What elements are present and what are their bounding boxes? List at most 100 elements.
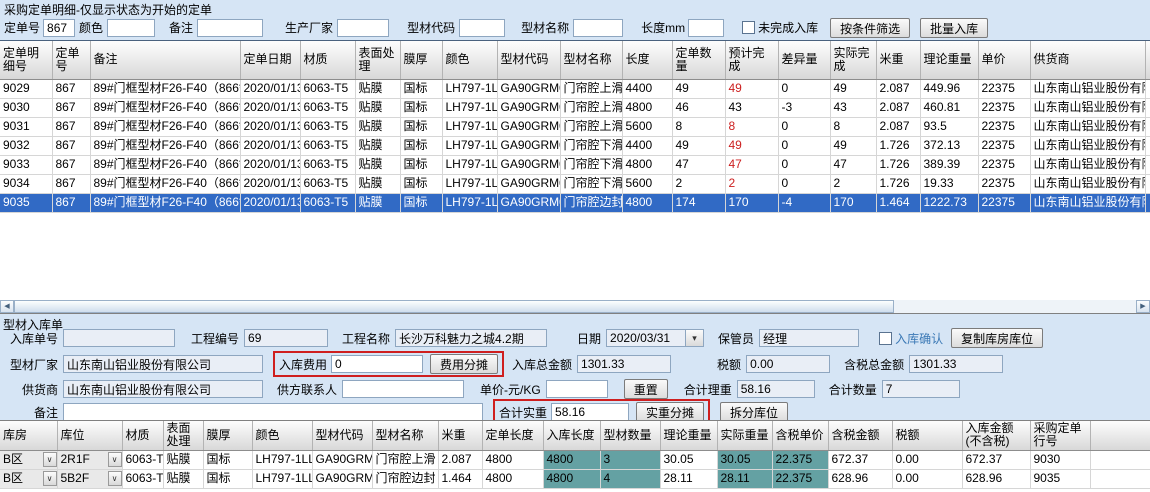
table-cell[interactable]: 460.81 (920, 98, 979, 118)
table-cell[interactable]: 4800 (482, 469, 544, 489)
table-cell[interactable]: 0 (778, 136, 831, 156)
table-cell[interactable]: 门帘腔边封 (560, 193, 623, 213)
column-header[interactable]: 理论重量 (920, 41, 979, 80)
table-cell[interactable]: 贴膜 (355, 98, 401, 118)
unit-price-field[interactable] (545, 380, 608, 398)
column-header[interactable]: 型材名称 (372, 421, 439, 451)
table-row[interactable]: 902986789#门框型材F26-F40（866*867）2020/01/13… (0, 79, 1150, 99)
table-cell[interactable]: 28.11 (660, 469, 718, 489)
table-cell[interactable]: 山东南山铝业股份有限公司 (1030, 136, 1146, 156)
table-cell[interactable]: 22375 (978, 136, 1031, 156)
table-cell[interactable]: 89#门框型材F26-F40（866*867） (90, 136, 241, 156)
column-header[interactable]: 颜色 (442, 41, 498, 80)
table-cell[interactable]: LH797-1LL0 (252, 450, 313, 470)
order-no-input[interactable] (43, 18, 76, 37)
table-cell[interactable]: 8 (672, 117, 726, 137)
table-cell[interactable]: GA90GRM03 (497, 117, 561, 137)
column-header[interactable]: 实际重量 (717, 421, 773, 451)
table-row[interactable]: 903386789#门框型材F26-F40（866*867）2020/01/13… (0, 155, 1150, 175)
table-cell[interactable]: 贴膜 (355, 193, 401, 213)
column-header[interactable]: 含税金额 (828, 421, 893, 451)
table-cell[interactable]: 0 (778, 174, 831, 194)
table-cell[interactable]: 89#门框型材F26-F40（866*867） (90, 117, 241, 137)
table-cell[interactable]: 4800 (482, 450, 544, 470)
column-header[interactable]: 备注 (90, 41, 241, 80)
table-cell[interactable]: 贴膜 (355, 136, 401, 156)
table-cell[interactable]: 门帘腔上滑 (560, 98, 623, 118)
column-header[interactable]: 库位 (57, 421, 123, 451)
table-cell[interactable]: 6063-T5 (300, 174, 356, 194)
table-cell[interactable]: 389.39 (920, 155, 979, 175)
column-header[interactable]: 单价 (978, 41, 1031, 80)
table-cell[interactable]: 2020/01/13 (240, 98, 301, 118)
filter-by-condition-button[interactable]: 按条件筛选 (830, 17, 911, 38)
table-cell[interactable]: GA90GRM05 (497, 193, 561, 213)
column-header[interactable]: 入库长度 (543, 421, 601, 451)
contact-field[interactable] (342, 380, 465, 398)
table-cell[interactable]: 门帘腔边封 (372, 469, 439, 489)
column-header[interactable]: 颜色 (252, 421, 313, 451)
table-cell[interactable]: 49 (725, 136, 779, 156)
tax-field[interactable] (746, 355, 831, 373)
combo-arrow-icon[interactable]: ∨ (107, 471, 121, 486)
table-cell[interactable]: 门帘腔下滑 (560, 136, 623, 156)
date-field[interactable] (606, 329, 687, 347)
table-cell[interactable]: 30.05 (660, 450, 718, 470)
calendar-dropdown-icon[interactable]: ▾ (686, 329, 705, 347)
theory-weight-field[interactable] (736, 380, 815, 398)
table-cell[interactable]: 22375 (978, 155, 1031, 175)
table-row[interactable]: 903186789#门框型材F26-F40（866*867）2020/01/13… (0, 117, 1150, 137)
fee-split-button[interactable]: 费用分摊 (430, 354, 499, 374)
table-cell[interactable]: 2.087 (876, 98, 921, 118)
manufacturer-input[interactable] (337, 18, 390, 37)
table-cell[interactable]: 1222.73 (920, 193, 979, 213)
table-cell[interactable]: 22375 (978, 174, 1031, 194)
table-cell[interactable]: 672.37 (962, 450, 1031, 470)
table-cell[interactable]: 2020/01/13 (240, 155, 301, 175)
table-cell[interactable]: B区 ∨ (0, 450, 58, 470)
column-header[interactable]: 型材代码 (312, 421, 373, 451)
table-cell[interactable]: GA90GRM05 (312, 469, 373, 489)
table-cell[interactable]: 6063-T5 (122, 469, 164, 489)
table-cell[interactable]: 49 (830, 79, 877, 99)
table-cell[interactable]: 门帘腔上滑 (560, 79, 623, 99)
project-no-field[interactable] (244, 329, 329, 347)
column-header[interactable]: 表面处理 (355, 41, 401, 80)
table-cell[interactable]: 867 (52, 155, 91, 175)
table-cell[interactable]: 4400 (622, 79, 673, 99)
keeper-field[interactable] (759, 329, 860, 347)
table-cell[interactable]: 国标 (203, 450, 253, 470)
column-header[interactable]: 库房 (0, 421, 58, 451)
table-cell[interactable]: 867 (52, 79, 91, 99)
column-header[interactable]: 预计完成 (725, 41, 779, 80)
table-cell[interactable]: 43 (725, 98, 779, 118)
table-cell[interactable]: 47 (830, 155, 877, 175)
color-input[interactable] (107, 18, 156, 37)
table-cell[interactable]: GA90GRM03 (497, 98, 561, 118)
combo-arrow-icon[interactable]: ∨ (42, 452, 56, 467)
column-header[interactable]: 长度 (622, 41, 673, 80)
table-cell[interactable]: 国标 (400, 117, 443, 137)
table-cell[interactable]: 49 (672, 136, 726, 156)
profile-name-input[interactable] (573, 18, 624, 37)
table-cell[interactable]: 2020/01/13 (240, 174, 301, 194)
table-cell[interactable]: 9031 (0, 117, 53, 137)
table-cell[interactable]: 49 (725, 79, 779, 99)
table-cell[interactable]: 93.5 (920, 117, 979, 137)
column-header[interactable]: 理论重量 (660, 421, 718, 451)
table-cell[interactable]: 867 (52, 193, 91, 213)
table-cell[interactable]: -4 (778, 193, 831, 213)
table-cell[interactable]: 9034 (0, 174, 53, 194)
table-cell[interactable]: 山东南山铝业股份有限公司 (1030, 98, 1146, 118)
table-cell[interactable]: 2.087 (438, 450, 483, 470)
table-cell[interactable]: 8 (830, 117, 877, 137)
table-cell[interactable]: 4800 (543, 469, 601, 489)
table-cell[interactable]: 贴膜 (355, 174, 401, 194)
table-cell[interactable]: 867 (52, 98, 91, 118)
table-row[interactable]: B区∨5B2F∨6063-T5贴膜国标LH797-1LL0GA90GRM05门帘… (0, 469, 1150, 489)
table-cell[interactable]: LH797-1LL0 (442, 79, 498, 99)
table-cell[interactable]: 0 (778, 155, 831, 175)
profile-code-input[interactable] (459, 18, 506, 37)
table-cell[interactable]: 6063-T5 (300, 193, 356, 213)
table-cell[interactable]: 国标 (400, 193, 443, 213)
